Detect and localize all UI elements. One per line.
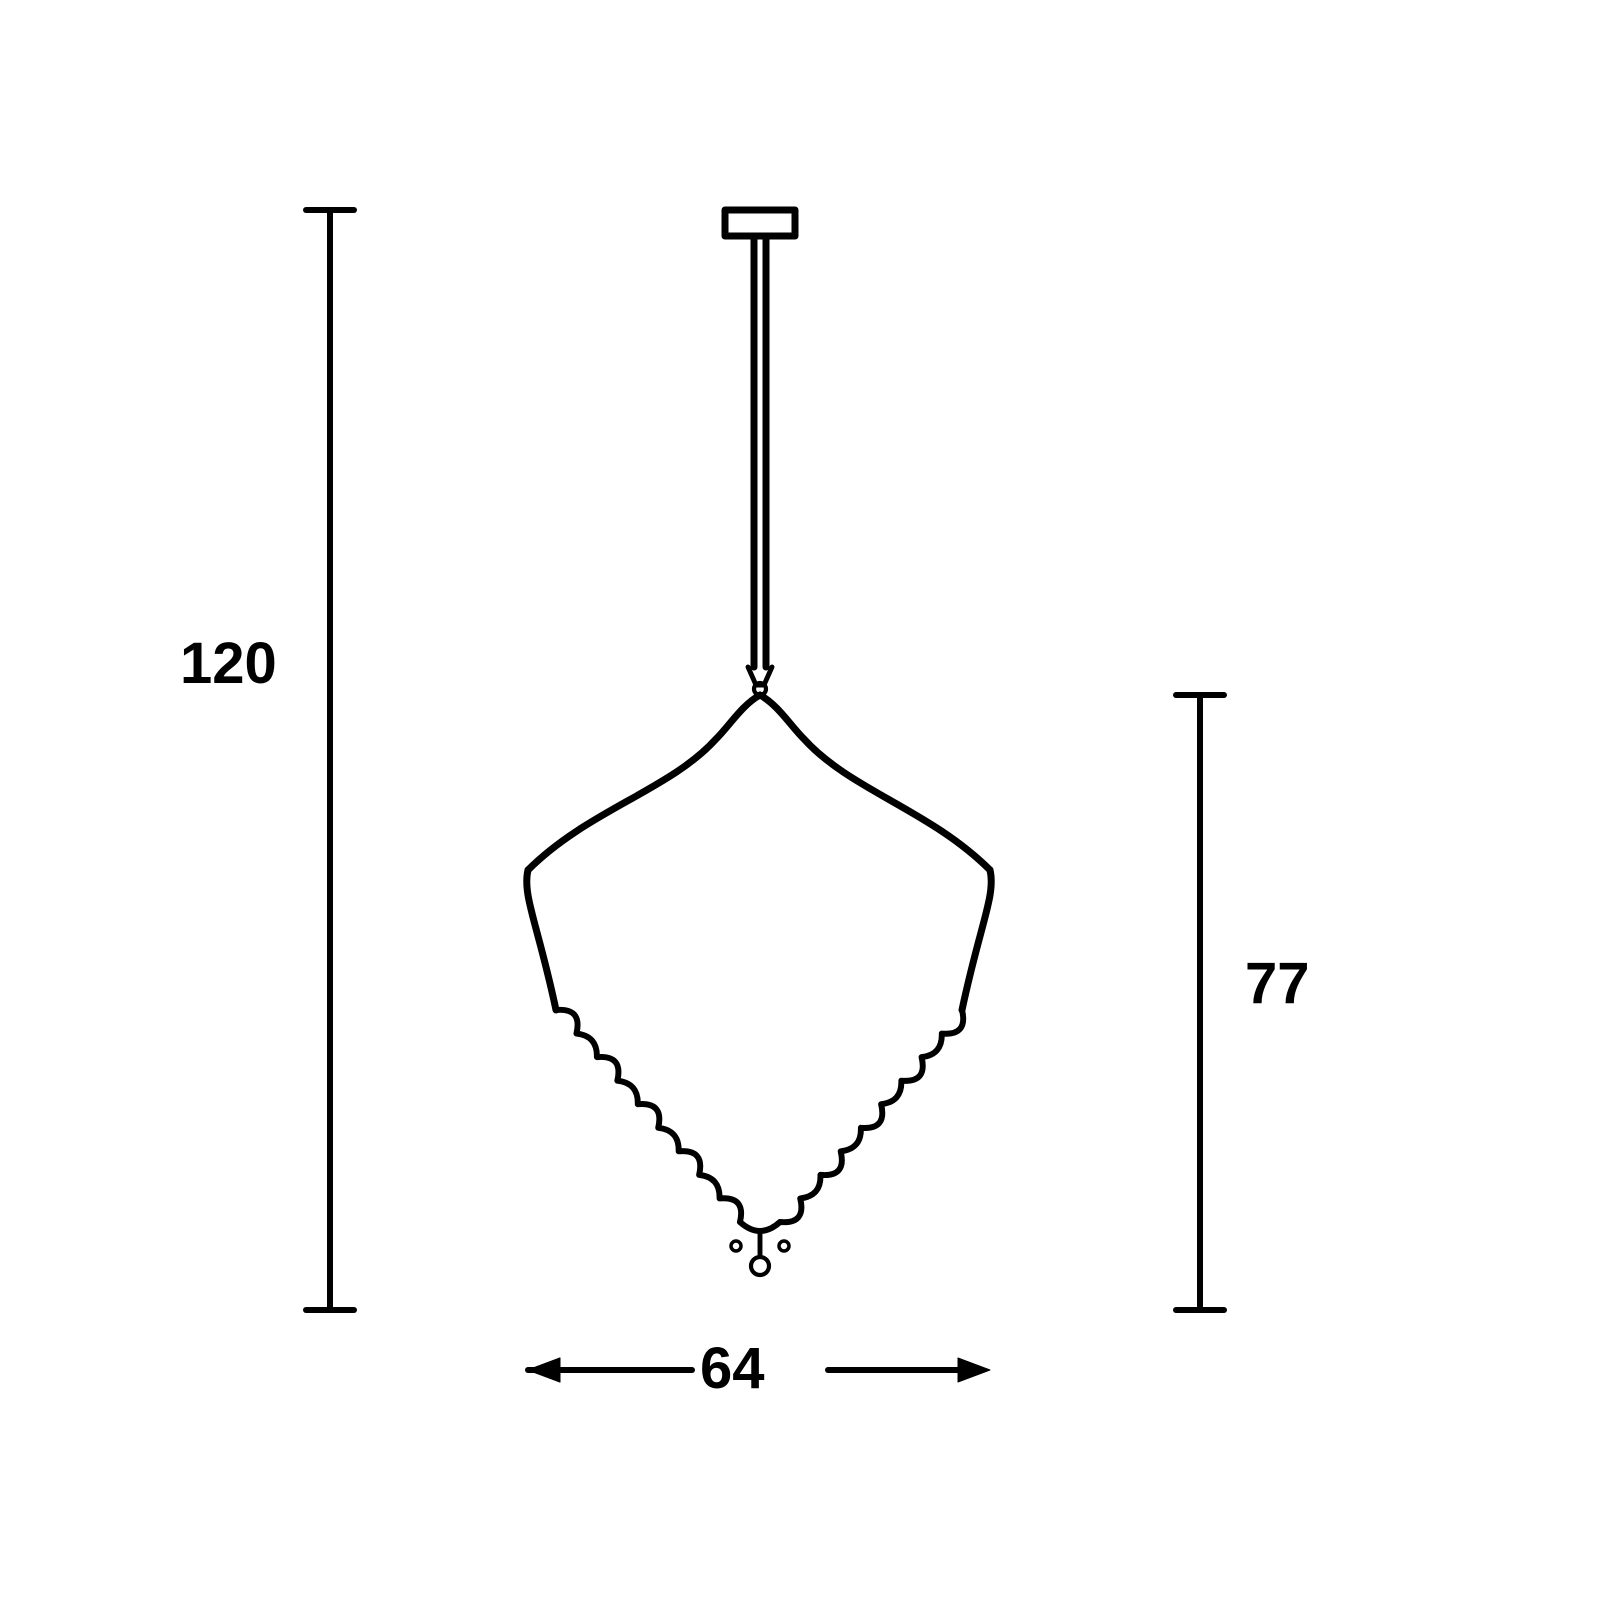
dim-total-height-label: 120: [180, 630, 277, 697]
diagram-svg: [0, 0, 1600, 1600]
dim-shade-height-label: 77: [1245, 950, 1310, 1017]
dim-width-label: 64: [700, 1335, 765, 1402]
dimension-diagram: 120 77 64: [0, 0, 1600, 1600]
